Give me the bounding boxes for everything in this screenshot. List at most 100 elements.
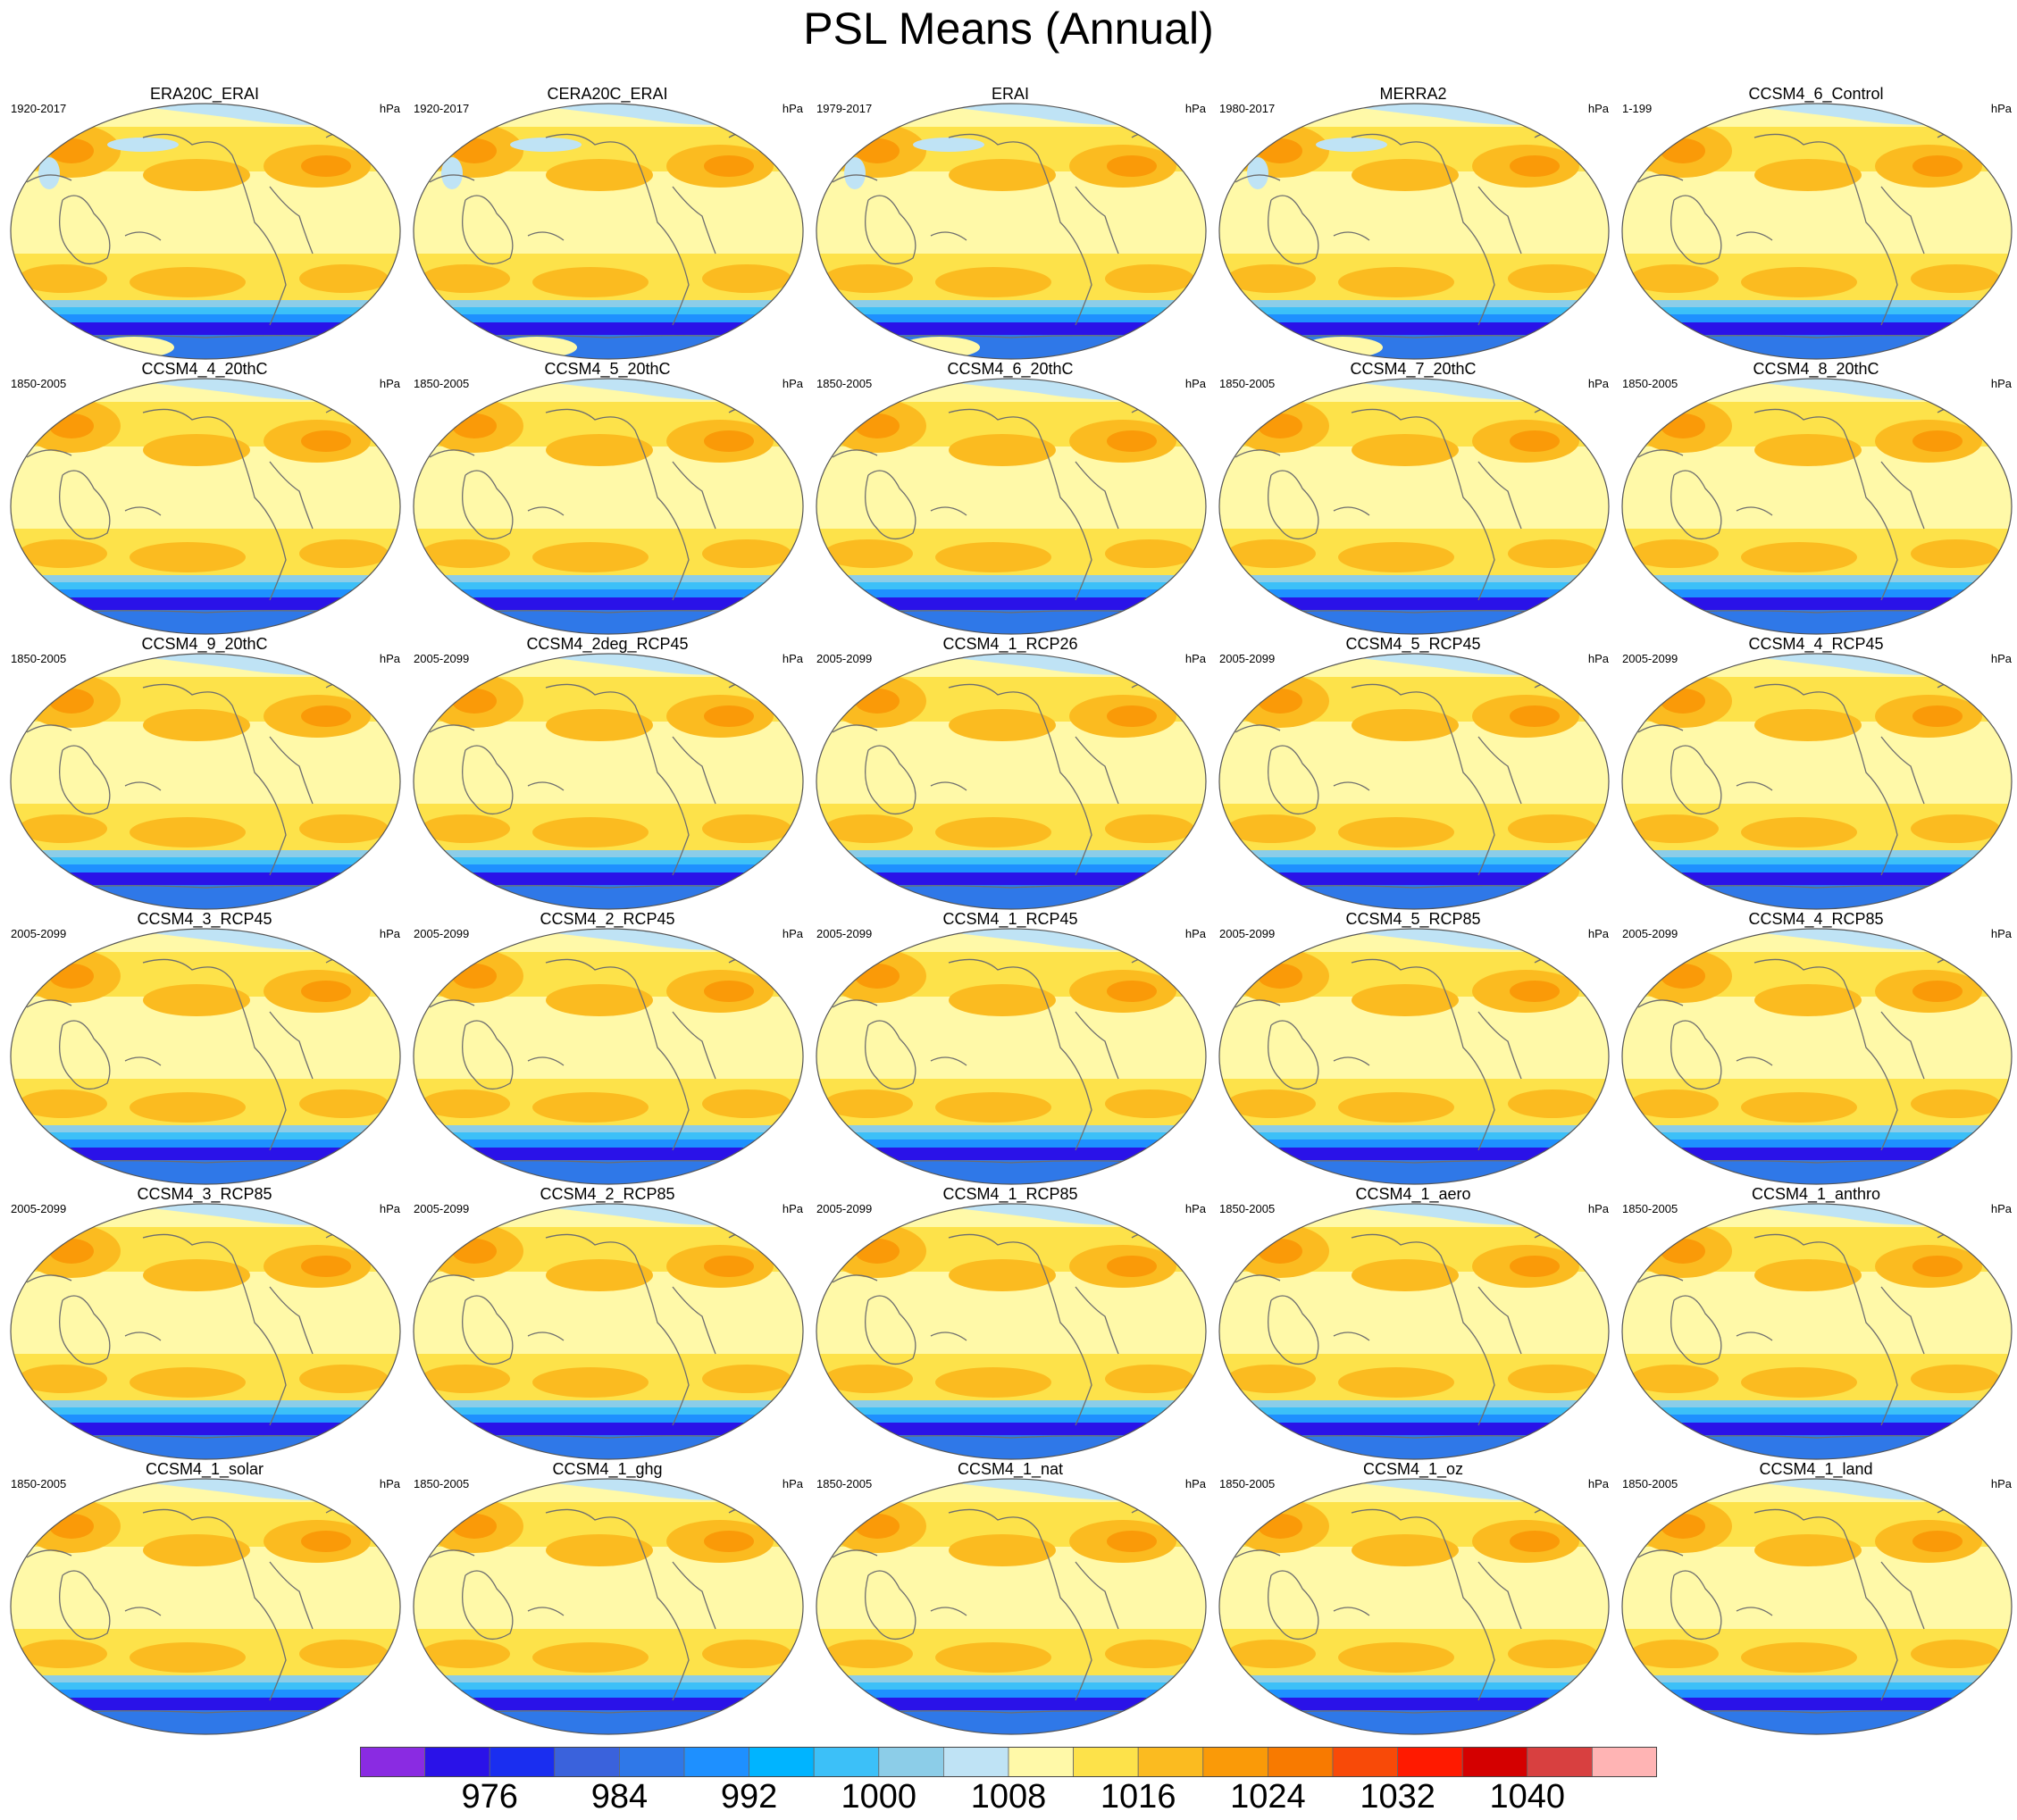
south-pacific-high [1338,1367,1454,1398]
coastline [26,724,72,733]
psl-map [1621,653,2013,910]
circumpolar-trough [414,1698,803,1710]
panel-title: CCSM4_1_RCP85 [942,1185,1078,1203]
coastline [672,461,716,530]
coastline [1075,1286,1119,1355]
coastline [865,195,916,264]
map-panel: CCSM4_8_20thC 1850-2005 hPa [1615,359,2017,636]
south-atlantic-high [1911,814,2000,843]
coastline [1234,1274,1281,1283]
map-outline [816,378,1207,635]
south-atlantic-high [1105,1089,1194,1118]
south-pacific-high [130,1642,246,1673]
panel-units: hPa [379,377,400,390]
colorbar-swatch [1592,1747,1657,1777]
circumpolar-trough [816,1423,1206,1435]
pacific-high [1352,984,1459,1016]
coastline [59,1570,111,1640]
south-pacific-high [532,1367,649,1398]
circumpolar-trough [1219,1148,1609,1160]
pacific-high [949,984,1056,1016]
south-atlantic-high [1105,264,1194,293]
psl-map [10,653,401,910]
colorbar-swatch [618,1747,685,1777]
map-outline [1218,928,1610,1185]
psl-map [413,1478,804,1735]
colorbar-swatch [1461,1747,1528,1777]
southern-low-1 [816,1400,1206,1407]
south-pacific-high [1741,267,1857,297]
antarctica [1622,1710,2012,1734]
map-panel: CCSM4_1_oz 1850-2005 hPa [1212,1459,1614,1736]
south-pacific-high [935,817,1051,847]
antarctica [1622,885,2012,909]
panel-period: 2005-2099 [414,1202,470,1215]
panel-title: CCSM4_1_aero [1355,1185,1471,1203]
panel-title: CCSM4_2_RCP45 [540,910,675,928]
map-panel: CCSM4_4_RCP85 2005-2099 hPa [1615,909,2017,1186]
antarctica [414,335,803,359]
panel-title: CCSM4_6_Control [1748,85,1884,103]
colorbar-swatch [749,1747,815,1777]
southern-low-1 [11,850,400,857]
coastline [429,1274,475,1283]
panel-units: hPa [379,102,400,115]
pacific-high [1352,434,1459,466]
southern-low-2 [1622,1682,2012,1690]
map-panel: MERRA2 1980-2017 hPa [1212,84,1614,361]
coastline [1753,133,1898,326]
panel-title: ERAI [991,85,1029,103]
siberian-high-core [452,689,497,714]
map-panel: CCSM4_1_solar 1850-2005 hPa [4,1459,406,1736]
coastline [269,1286,314,1355]
circumpolar-trough [11,872,400,885]
southern-low-3 [1622,1140,2012,1148]
southern-low-1 [1219,850,1609,857]
southern-low-2 [1219,1682,1609,1690]
coastline [26,999,72,1008]
south-atlantic-high [702,1089,791,1118]
southern-low-3 [11,314,400,322]
indian-high [1629,814,1719,843]
azores-high-core [704,155,754,177]
southern-low-2 [11,582,400,589]
coastline [124,781,162,791]
map-outline [10,103,401,360]
southern-low-3 [1219,1140,1609,1148]
panel-period: 1-199 [1622,102,1653,115]
indian-high [1226,1089,1316,1118]
map-panel: CCSM4_6_Control 1-199 hPa [1615,84,2017,361]
coastline [1637,999,1684,1008]
coastline [1637,1549,1684,1558]
coastline [1234,1549,1281,1558]
antarctica [414,1160,803,1184]
circumpolar-trough [11,1423,400,1435]
coastline [124,1332,162,1341]
coastline [1333,1056,1370,1066]
panel-units: hPa [379,927,400,940]
map-panel: CCSM4_2_RCP85 2005-2099 hPa [406,1184,808,1461]
panel-units: hPa [782,927,803,940]
southern-low-1 [11,1675,400,1682]
south-pacific-high [1741,817,1857,847]
circumpolar-trough [414,597,803,610]
south-pacific-high [532,1092,649,1123]
southern-low-2 [414,1132,803,1140]
southern-low-2 [1219,1132,1609,1140]
pacific-high [546,709,653,741]
south-pacific-high [1338,817,1454,847]
map-outline [1621,378,2013,635]
south-pacific-high [935,1367,1051,1398]
antarctica [11,1160,400,1184]
pacific-high [1754,1259,1862,1291]
coastline [429,449,475,458]
circumpolar-trough [1219,1698,1609,1710]
indian-high [18,1365,107,1393]
pacific-high [546,1259,653,1291]
indian-high [1226,1640,1316,1668]
map-outline [10,1203,401,1460]
map-panel: ERAI 1979-2017 hPa [809,84,1211,361]
indian-high [1226,539,1316,568]
coastline [865,1295,916,1365]
antarctica [816,1160,1206,1184]
